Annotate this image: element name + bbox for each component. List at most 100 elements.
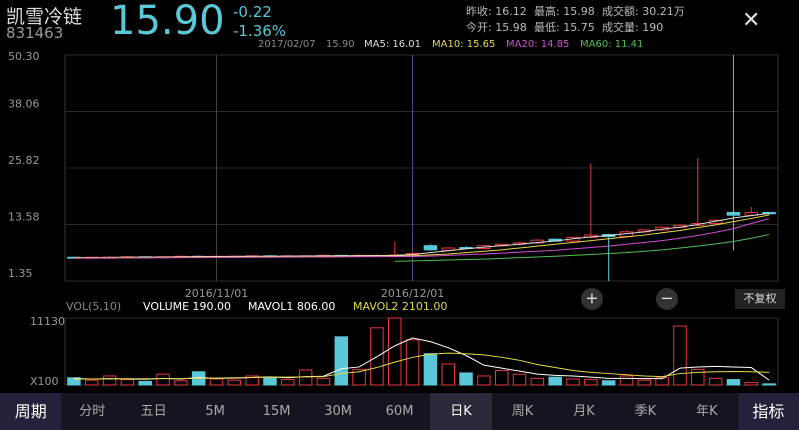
volume-bar <box>762 383 776 386</box>
volume-bar <box>316 377 331 386</box>
chart-button[interactable]: − <box>656 288 678 310</box>
candle-body <box>762 211 776 215</box>
ma-line <box>394 234 770 262</box>
ma-line <box>73 214 770 259</box>
volume-bar <box>298 369 313 386</box>
toolbar-button[interactable]: 周K <box>511 404 534 419</box>
ma-line <box>73 218 770 259</box>
toolbar-button[interactable]: 60M <box>385 404 414 419</box>
volume-bar <box>405 339 420 386</box>
volume-bar <box>441 363 455 386</box>
volume-bar <box>423 353 438 386</box>
stat: 昨收: 16.12 <box>466 5 527 18</box>
volume-bar <box>156 373 170 386</box>
volume-bar <box>352 368 366 386</box>
toolbar-button[interactable]: 季K <box>634 404 657 419</box>
ma-line <box>73 212 770 259</box>
info-text: MA5: 16.01 <box>364 39 421 50</box>
y-tick-label: 1.35 <box>8 267 33 280</box>
volume-bar <box>84 379 99 386</box>
chart-button[interactable]: 不复权 <box>735 289 785 309</box>
toolbar-button[interactable]: 月K <box>573 404 595 419</box>
volume-bar <box>548 376 562 386</box>
vol-info: VOLUME 190.00 <box>143 300 231 313</box>
stat: 成交额: 30.21万 <box>602 5 685 18</box>
price: 15.90 <box>110 0 225 44</box>
toolbar-button[interactable]: 指标 <box>737 393 799 430</box>
button-label: 不复权 <box>744 291 777 305</box>
toolbar-button[interactable]: 15M <box>262 404 291 419</box>
x-tick-label: 2016/12/01 <box>381 287 444 300</box>
volume-bar <box>281 379 295 386</box>
toolbar-button[interactable]: 周期 <box>0 393 62 430</box>
volume-bar <box>708 377 723 386</box>
volume-bar <box>655 377 669 386</box>
toolbar-button[interactable]: 五日 <box>140 404 167 419</box>
volume-bar <box>619 375 634 386</box>
change-pct: -1.36% <box>233 22 287 40</box>
stat: 今开: 15.98 <box>466 21 527 34</box>
vol-info: VOL(5,10) <box>66 300 121 313</box>
toolbar: 周期 分时 五日 5M 15M 30M 60M 日K 周K 月K 季K 年K 指标 <box>0 393 799 430</box>
vol-tick-label: X100 <box>30 375 59 388</box>
chart-button[interactable]: + <box>581 288 603 310</box>
volume-bar <box>637 379 652 386</box>
button-circle <box>581 288 603 310</box>
volume-bar <box>477 375 491 386</box>
candle-body <box>726 211 741 216</box>
volume-bar <box>245 375 259 386</box>
vol-info: MAVOL2 2101.00 <box>353 300 447 313</box>
volume-bar <box>744 382 759 386</box>
volume-bar <box>601 380 616 386</box>
info-text: 2017/02/07 <box>258 39 316 50</box>
stock-code: 831463 <box>6 24 64 42</box>
volume-bar <box>102 375 117 386</box>
stat: 最高: 15.98 <box>534 5 595 18</box>
close-button[interactable]: ✕ <box>742 8 761 33</box>
volume-bar <box>67 377 81 386</box>
volume-bar <box>459 372 473 386</box>
toolbar-button[interactable]: 30M <box>324 404 352 419</box>
info-text: 15.90 <box>326 39 355 50</box>
volume-bar <box>334 336 349 386</box>
chart: 2017/02/07 15.90 MA5: 16.01 MA10: 15.65 MA20… <box>8 39 785 388</box>
volume-bar <box>263 376 277 386</box>
toolbar-button[interactable]: 分时 <box>79 404 106 419</box>
volume-bar <box>512 373 527 386</box>
volume-bar <box>673 325 687 386</box>
toolbar-button[interactable]: 年K <box>696 404 718 419</box>
y-tick-label: 38.06 <box>8 98 40 111</box>
mavol-line <box>73 352 770 380</box>
vol-info: MAVOL1 806.00 <box>248 300 335 313</box>
info-text: MA20: 14.85 <box>506 39 569 50</box>
volume-bar <box>566 378 580 386</box>
change: -0.22 <box>233 3 272 21</box>
toolbar-button[interactable]: 日K <box>430 393 492 430</box>
x-tick-label: 2016/11/01 <box>185 287 248 300</box>
toolbar-button[interactable]: 5M <box>205 404 225 419</box>
info-text: MA60: 11.41 <box>580 39 643 50</box>
button-label: + <box>585 289 598 308</box>
y-tick-label: 50.30 <box>8 50 40 63</box>
volume-bar <box>691 368 705 386</box>
info-text: MA10: 15.65 <box>432 39 495 50</box>
volume-bar <box>209 378 224 386</box>
volume-bar <box>494 370 509 386</box>
volume-bar <box>227 379 242 386</box>
button-circle <box>656 288 678 310</box>
volume-bar <box>388 317 402 386</box>
volume-bar <box>138 380 152 386</box>
y-tick-label: 25.82 <box>8 154 40 167</box>
button-label: − <box>660 289 673 308</box>
mavol-line <box>73 337 770 381</box>
volume-bar <box>120 379 135 386</box>
stat: 最低: 15.75 <box>534 21 595 34</box>
candle-body <box>423 245 438 251</box>
stat: 成交量: 190 <box>602 21 664 34</box>
button-box <box>735 289 785 309</box>
y-tick-label: 13.58 <box>8 211 40 224</box>
vol-tick-label: 11130 <box>30 315 65 328</box>
stock-name: 凯雪冷链 <box>6 6 83 28</box>
volume-bar <box>530 377 545 386</box>
